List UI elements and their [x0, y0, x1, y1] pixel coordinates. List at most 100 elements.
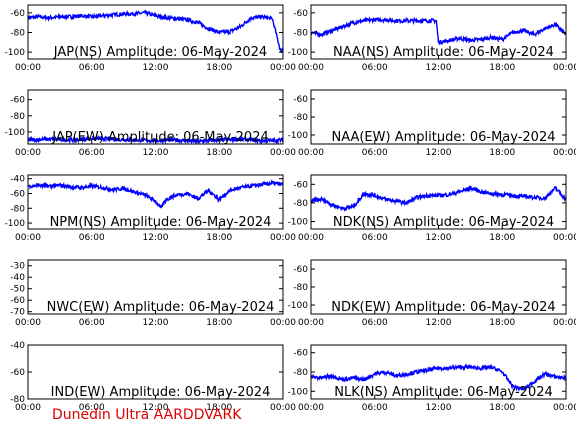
footer-caption: Dunedin Ultra AARDDVARK	[52, 407, 242, 423]
y-tick-label: -70	[10, 308, 25, 318]
x-tick-label: 00:00	[270, 233, 296, 243]
x-tick-label: 00:00	[553, 318, 576, 328]
y-tick-label: -100	[288, 48, 309, 58]
x-tick-label: 12:00	[143, 403, 169, 413]
x-tick-label: 12:00	[143, 318, 169, 328]
x-tick-label: 06:00	[362, 63, 388, 73]
x-tick-label: 12:00	[143, 233, 169, 243]
x-tick-label: 18:00	[489, 318, 515, 328]
x-tick-label: 18:00	[206, 63, 232, 73]
series-line	[311, 16, 566, 46]
x-tick-label: 18:00	[206, 233, 232, 243]
panel-title: NAA(EW) Amplitude: 06-May-2024	[331, 130, 555, 145]
x-tick-label: 00:00	[298, 233, 324, 243]
x-tick-label: 12:00	[426, 63, 452, 73]
x-tick-label: 00:00	[270, 148, 296, 158]
y-tick-label: -100	[288, 387, 309, 397]
x-tick-label: 06:00	[362, 403, 388, 413]
x-tick-label: 12:00	[143, 148, 169, 158]
y-tick-label: -60	[293, 95, 308, 105]
y-tick-label: -80	[293, 199, 308, 209]
panel-title: JAP(EW) Amplitude: 06-May-2024	[51, 130, 268, 145]
panel-10: -60-80-10000:0006:0012:0018:0000:00NLK(N…	[288, 344, 576, 413]
y-tick-label: -100	[5, 128, 26, 138]
x-tick-label: 00:00	[15, 403, 41, 413]
x-tick-label: 18:00	[206, 318, 232, 328]
y-tick-label: -40	[10, 273, 25, 283]
y-tick-label: -40	[10, 175, 25, 185]
series-line	[311, 184, 566, 212]
y-tick-label: -80	[293, 113, 308, 123]
x-tick-label: 06:00	[79, 233, 105, 243]
x-tick-label: 00:00	[15, 318, 41, 328]
x-tick-label: 12:00	[426, 148, 452, 158]
panel-5: -40 -60 -80 -100 00:00 06:00 12:00 18:00 00:00 NP…	[5, 174, 296, 243]
panel-title: NLK(NS) Amplitude: 06-May-2024	[334, 385, 553, 400]
y-tick-label: -60	[10, 368, 25, 378]
x-tick-label: 00:00	[15, 63, 41, 73]
y-tick-label: -100	[288, 131, 309, 141]
x-tick-label: 00:00	[553, 63, 576, 73]
panel-title: NDK(NS) Amplitude: 06-May-2024	[333, 215, 554, 230]
panel-title: NWC(EW) Amplitude: 06-May-2024	[47, 300, 275, 315]
y-tick-label: -30	[10, 262, 25, 272]
panel-4: -60 -80 -100 00:00 06:00 12:00 18:00 00:00 NAA(E…	[288, 89, 576, 158]
x-tick-label: 00:00	[15, 148, 41, 158]
x-tick-label: 12:00	[426, 233, 452, 243]
y-tick-label: -80	[293, 283, 308, 293]
y-tick-label: -60	[10, 9, 25, 19]
y-tick-label: -60	[293, 9, 308, 19]
x-tick-label: 12:00	[426, 403, 452, 413]
panel-6: -60 -80 -100 00:00 06:00 12:00 18:00 00:00 NDK(N…	[288, 174, 576, 243]
panel-title: NAA(NS) Amplitude: 06-May-2024	[333, 45, 554, 60]
x-tick-label: 18:00	[489, 403, 515, 413]
x-tick-label: 00:00	[298, 318, 324, 328]
x-tick-label: 06:00	[79, 148, 105, 158]
y-tick-label: -80	[10, 112, 25, 122]
x-tick-label: 00:00	[270, 63, 296, 73]
y-tick-label: -60	[293, 265, 308, 275]
x-tick-label: 00:00	[298, 148, 324, 158]
y-tick-label: -100	[5, 48, 26, 58]
x-tick-label: 12:00	[143, 63, 169, 73]
y-tick-label: -60	[293, 180, 308, 190]
x-tick-label: 06:00	[362, 148, 388, 158]
x-tick-label: 18:00	[489, 148, 515, 158]
x-tick-label: 12:00	[426, 318, 452, 328]
y-tick-label: -60	[10, 189, 25, 199]
y-tick-label: -80	[293, 28, 308, 38]
x-tick-label: 18:00	[489, 63, 515, 73]
x-tick-label: 18:00	[206, 403, 232, 413]
x-tick-label: 00:00	[298, 63, 324, 73]
y-tick-label: -100	[288, 301, 309, 311]
y-tick-label: -50	[10, 285, 25, 295]
panel-title: JAP(NS) Amplitude: 06-May-2024	[53, 45, 267, 60]
x-tick-label: 00:00	[270, 318, 296, 328]
y-tick-label: -80	[10, 204, 25, 214]
x-tick-label: 00:00	[553, 403, 576, 413]
x-tick-label: 06:00	[362, 318, 388, 328]
x-tick-label: 06:00	[79, 63, 105, 73]
x-tick-label: 06:00	[79, 318, 105, 328]
y-tick-label: -60	[10, 296, 25, 306]
y-tick-label: -100	[5, 219, 26, 229]
x-tick-label: 18:00	[489, 233, 515, 243]
y-tick-label: -60	[10, 96, 25, 106]
series-line	[311, 363, 566, 393]
series-line	[28, 179, 283, 209]
panel-2: -60 -80 -100 00:00 06:00 12:00 18:00 00:00 NAA(N…	[288, 4, 576, 73]
y-tick-label: -40	[10, 341, 25, 351]
y-tick-label: -100	[288, 218, 309, 228]
panel-8: -60 -80 -100 00:00 06:00 12:00 18:00 00:00 NDK(E…	[288, 259, 576, 328]
x-tick-label: 00:00	[298, 403, 324, 413]
y-tick-label: -80	[10, 395, 25, 405]
y-tick-label: -60	[293, 349, 308, 359]
x-tick-label: 18:00	[206, 148, 232, 158]
panel-title: NDK(EW) Amplitude: 06-May-2024	[331, 300, 555, 315]
panel-title: IND(EW) Amplitude: 06-May-2024	[51, 385, 271, 400]
